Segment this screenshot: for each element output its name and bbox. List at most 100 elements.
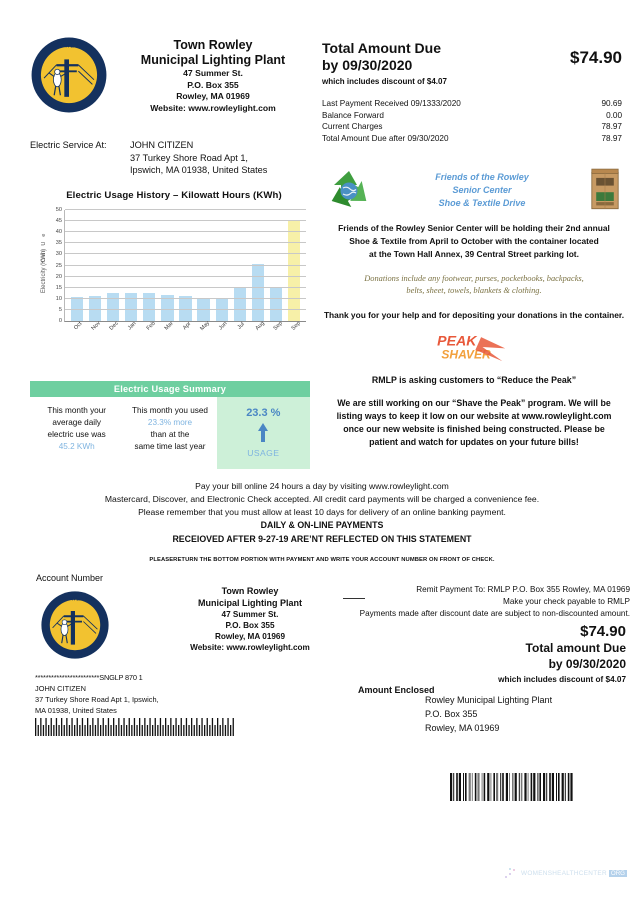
reduce-peak-text: RMLP is asking customers to “Reduce the … [371, 375, 577, 385]
chart-gridline: 5 [59, 307, 306, 313]
chart-bar [269, 286, 283, 321]
chart-ytick: 40 [55, 229, 62, 236]
chart-gridline: 15 [56, 285, 306, 291]
usage-col2-line1: This month you used [131, 406, 208, 415]
shave-peak-paragraph: We are still working on our “Shave the P… [318, 397, 630, 449]
remit-addr1: Rowley Municipal Lighting Plant [425, 695, 553, 705]
chart-bar-cell [122, 210, 140, 321]
chart-bar [125, 293, 138, 321]
total-due-title-line1: Total Amount Due [322, 40, 441, 56]
svg-text:PEAK: PEAK [437, 334, 478, 350]
chart-bar-cell [86, 210, 104, 321]
chart-bar-cell [285, 210, 303, 321]
chart-bar-cell [176, 210, 194, 321]
service-address-block: JOHN CITIZEN 37 Turkey Shore Road Apt 1,… [130, 139, 267, 177]
chart-plot-area: 0 5 10 15 20 25 30 35 40 45 50 [56, 207, 306, 324]
chart-bar [107, 292, 120, 321]
promo-donations: Donations include any footwear, purses, … [318, 273, 630, 297]
chart-bar-cell [213, 210, 231, 321]
stub-company-name1: Town Rowley [221, 586, 279, 596]
chart-bar [233, 287, 246, 321]
row-label: Balance Forward [322, 110, 384, 120]
shave-line3: once our new website is finished being c… [343, 424, 605, 434]
row-value: 0.00 [606, 110, 622, 120]
chart-ytick: 10 [55, 295, 62, 302]
remit-addr3: Rowley, MA 01969 [425, 723, 500, 733]
chart-bar [161, 294, 174, 321]
payment-barcode [450, 773, 575, 806]
stub-company-citystate: Rowley, MA 01969 [214, 632, 286, 641]
company-citystate: Rowley, MA 01969 [176, 91, 250, 101]
total-due-amount: $74.90 [570, 48, 622, 67]
chart-bar-cell [68, 210, 86, 321]
stub-company-street: 47 Summer St. [221, 610, 279, 619]
remit-address-block: Rowley Municipal Lighting Plant P.O. Box… [425, 693, 552, 735]
chart-bar-cell [231, 210, 249, 321]
stub-company-pobox: P.O. Box 355 [225, 621, 275, 630]
chart-ytick: 50 [55, 207, 62, 213]
chart-gridline: 20 [56, 274, 306, 280]
remit-instructions: Remit Payment To: RMLP P.O. Box 355 Rowl… [318, 584, 630, 620]
chart-bar-cell [158, 210, 176, 321]
chart-bar [179, 296, 192, 321]
row-label: Total Amount Due after 09/30/2020 [322, 133, 449, 143]
chart-bar-cell [104, 210, 122, 321]
chart-bar [88, 296, 102, 321]
amount-enclosed-label: Amount Enclosed [358, 685, 435, 695]
usage-percent-badge: 23.3 % [246, 407, 281, 419]
chart-bar-cell [140, 210, 158, 321]
promotional-section: Friends of the Rowley Senior Center Shoe… [318, 168, 630, 449]
notice-line3: Please remember that you must allow at l… [138, 507, 506, 517]
shave-line4: patient and watch for updates on your fu… [369, 437, 579, 447]
chart-bar [251, 264, 264, 321]
remit-line3: Payments made after discount date are su… [359, 609, 630, 618]
amount-due-summary: Total Amount Due by 09/30/2020 $74.90 wh… [322, 40, 622, 144]
promo-head-line3: Shoe & Textile Drive [438, 198, 526, 208]
chart-bar [287, 220, 301, 321]
stub-customer-address: ************************SNGLP 870 1 JOHN… [35, 672, 159, 716]
shave-line2: listing ways to keep it low on our websi… [336, 411, 612, 421]
usage-summary-header: Electric Usage Summary [30, 381, 310, 397]
usage-col2-line3: same time last year [134, 442, 206, 451]
stub-company-website: Website: www.rowleylight.com [190, 643, 310, 652]
usage-up-arrow-icon [217, 423, 310, 442]
chart-gridline: 35 [56, 240, 306, 246]
promo-donations-line1: Donations include any footwear, purses, … [364, 274, 584, 283]
stub-amount-block: $74.90 Total amount Due by 09/30/2020 wh… [498, 623, 626, 684]
notice-return-instruction: PLEASERETURN THE BOTTOM PORTION WITH PAY… [149, 557, 495, 563]
svg-text:LIGHTING: LIGHTING [55, 105, 84, 111]
chart-gridline: 10 [56, 296, 306, 302]
chart-ytick: 5 [58, 306, 62, 313]
customer-address-line1: 37 Turkey Shore Road Apt 1, [130, 152, 248, 163]
remit-line2: Make your check payable to RMLP [503, 597, 630, 606]
notice-line2: Mastercard, Discover, and Electronic Che… [104, 494, 540, 504]
promo-head-line2: Senior Center [452, 185, 512, 195]
watermark-dots-icon [505, 867, 519, 879]
chart-x-axis: Oct Nov Dec Jan Feb Mar Apr May Jun Jul Aug Sep Sep [64, 320, 306, 332]
usage-history-chart: Electric Usage History – Kilowatt Hours … [38, 190, 310, 360]
remit-addr2: P.O. Box 355 [425, 709, 478, 719]
chart-gridline: 40 [56, 229, 306, 235]
chart-title: Electric Usage History – Kilowatt Hours … [66, 190, 282, 201]
chart-bar [143, 293, 156, 321]
chart-ylabel-secondary: Dai U e [41, 232, 47, 262]
electric-usage-summary: Electric Usage Summary This month your a… [30, 381, 310, 469]
row-value: 78.97 [601, 122, 623, 131]
chart-bar [215, 299, 228, 321]
company-website: Website: www.rowleylight.com [150, 102, 276, 113]
promo-heading: Friends of the Rowley Senior Center Shoe… [376, 168, 588, 210]
table-row: Total Amount Due after 09/30/2020 78.97 [322, 133, 622, 145]
row-label: Last Payment Received 09/1333/2020 [322, 99, 461, 108]
chart-ytick: 45 [55, 218, 62, 225]
postal-barcode [35, 718, 235, 741]
usage-col-comparison: This month you used 23.3% more than at t… [123, 397, 216, 469]
company-street: 47 Summer St. [183, 68, 243, 78]
chart-ytick: 25 [55, 262, 62, 269]
promo-body: Friends of the Rowley Senior Center will… [318, 222, 630, 261]
chart-gridline: 50 [56, 207, 306, 213]
charges-table: Last Payment Received 09/1333/2020 90.69… [322, 98, 622, 144]
stub-customer-code: ************************SNGLP 870 1 [35, 673, 143, 682]
stub-amount: $74.90 [580, 623, 626, 640]
service-address-label: Electric Service At: [30, 140, 107, 150]
usage-average-value: 45.2 KWh [58, 442, 95, 451]
